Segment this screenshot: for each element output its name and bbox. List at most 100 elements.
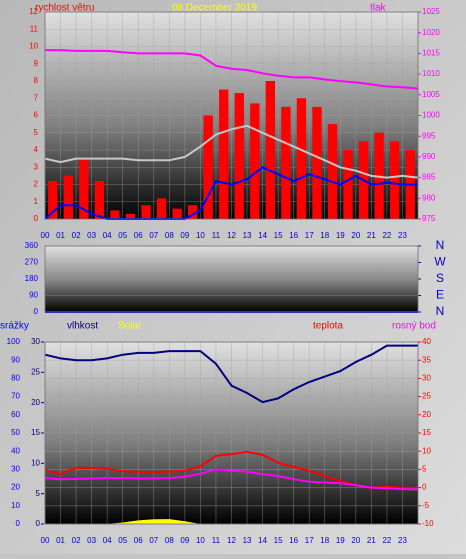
y-tick-label: 3	[34, 162, 39, 171]
y2-tick-label: 1025	[422, 7, 440, 16]
x-tick-label: 05	[118, 536, 127, 545]
x-tick-label: 02	[72, 231, 81, 240]
y-tick-label: 8	[34, 76, 39, 85]
bar	[156, 198, 167, 219]
bar	[312, 106, 322, 219]
x-tick-label: 23	[398, 536, 407, 545]
y2-tick-label: N	[436, 238, 445, 252]
y-tick-label: 90	[11, 355, 20, 364]
line	[44, 124, 419, 179]
y3-tick-label: 30	[31, 337, 40, 346]
y2-tick-label: 15	[422, 428, 431, 437]
legend-label: tlak	[370, 3, 387, 14]
x-tick-label: 21	[367, 231, 376, 240]
y-tick-label: 80	[11, 374, 20, 383]
bar	[94, 181, 105, 219]
x-tick-label: 20	[351, 536, 360, 545]
x-tick-label: 07	[149, 231, 158, 240]
x-tick-label: 21	[367, 536, 376, 545]
y2-tick-label: 1000	[422, 111, 440, 120]
bar	[390, 141, 400, 219]
y-tick-label: 5	[34, 128, 39, 137]
y-tick-label: 0	[34, 307, 39, 316]
bar	[234, 93, 244, 219]
x-tick-label: 17	[305, 536, 314, 545]
x-tick-label: 10	[196, 536, 205, 545]
bar	[203, 115, 213, 219]
bar	[141, 205, 151, 219]
y-tick-label: 4	[34, 145, 39, 154]
x-tick-label: 09	[180, 536, 189, 545]
x-tick-label: 15	[274, 231, 283, 240]
x-tick-label: 03	[87, 231, 96, 240]
y3-tick-label: 10	[31, 458, 40, 467]
x-tick-label: 14	[258, 536, 267, 545]
y3-tick-label: 15	[31, 428, 40, 437]
y3-tick-label: 0	[36, 519, 41, 528]
bar	[265, 81, 276, 219]
x-tick-label: 22	[382, 536, 391, 545]
legend-label: rosný bod	[392, 321, 436, 332]
y2-tick-label: 5	[422, 465, 427, 474]
line	[44, 344, 418, 404]
y-tick-label: 1	[34, 197, 39, 206]
y-tick-label: 180	[25, 274, 39, 283]
y2-tick-label: -5	[422, 501, 430, 510]
area	[45, 519, 418, 524]
y-tick-label: 11	[30, 24, 39, 33]
y2-tick-label: 0	[422, 483, 427, 492]
y2-tick-label: S	[436, 271, 444, 285]
x-tick-label: 19	[336, 536, 345, 545]
y2-tick-label: 35	[422, 355, 431, 364]
bar	[343, 150, 353, 219]
bar	[327, 124, 338, 219]
x-tick-label: 04	[103, 231, 112, 240]
y-tick-label: 0	[16, 519, 21, 528]
chart-title: 08 December 2019	[172, 3, 257, 14]
y-tick-label: 50	[11, 428, 20, 437]
y-tick-label: 30	[11, 465, 20, 474]
x-tick-label: 17	[305, 231, 314, 240]
bar	[250, 103, 260, 219]
x-tick-label: 16	[289, 536, 298, 545]
x-tick-label: 03	[87, 536, 96, 545]
y2-tick-label: 10	[422, 446, 431, 455]
y-tick-label: 10	[29, 42, 38, 51]
bar	[296, 98, 307, 219]
bar	[125, 213, 136, 219]
x-tick-label: 08	[165, 536, 174, 545]
y-tick-label: 70	[11, 392, 20, 401]
x-tick-label: 06	[134, 231, 143, 240]
x-tick-label: 08	[165, 231, 174, 240]
x-tick-label: 14	[258, 231, 267, 240]
x-tick-label: 00	[41, 231, 50, 240]
y-tick-label: 2	[34, 180, 39, 189]
x-tick-label: 07	[149, 536, 158, 545]
y3-tick-label: 20	[31, 398, 40, 407]
bar	[172, 208, 182, 219]
plot-border	[44, 11, 419, 220]
x-tick-label: 02	[72, 536, 81, 545]
x-tick-label: 12	[227, 231, 236, 240]
bar	[48, 181, 58, 219]
plot-border	[44, 341, 419, 525]
y2-tick-label: N	[436, 304, 445, 318]
legend-label: rychlost větru	[35, 3, 94, 14]
y-tick-label: 100	[7, 337, 21, 346]
y2-tick-label: -10	[422, 519, 434, 528]
bar	[79, 158, 89, 219]
y-tick-label: 360	[25, 241, 39, 250]
x-tick-label: 10	[196, 231, 205, 240]
y2-tick-label: 30	[422, 374, 431, 383]
legend-label: srážky	[0, 321, 29, 332]
y2-tick-label: E	[436, 288, 444, 302]
y-tick-label: 90	[29, 291, 38, 300]
x-tick-label: 06	[134, 536, 143, 545]
plot-border	[44, 245, 419, 313]
bar	[63, 175, 73, 219]
y-tick-label: 12	[29, 7, 38, 16]
y2-tick-label: 25	[422, 392, 431, 401]
x-tick-label: 18	[320, 231, 329, 240]
